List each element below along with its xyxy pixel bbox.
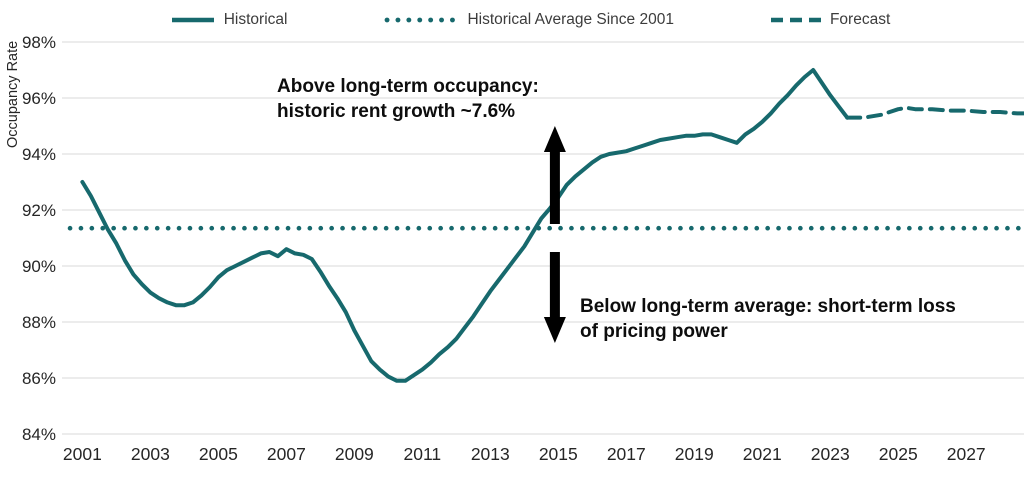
y-tick-label: 86% bbox=[22, 369, 56, 388]
forecast-dashed-line-icon bbox=[770, 17, 821, 23]
x-tick-label: 2001 bbox=[63, 444, 102, 464]
y-tick-label: 94% bbox=[22, 145, 56, 164]
legend-item-forecast: Forecast bbox=[770, 11, 890, 29]
x-tick-label: 2019 bbox=[675, 444, 714, 464]
x-tick-label: 2005 bbox=[199, 444, 238, 464]
legend-label-historical: Historical bbox=[223, 11, 288, 28]
legend-item-historical: Historical bbox=[170, 11, 288, 29]
forecast-line bbox=[845, 105, 1024, 120]
y-tick-label: 98% bbox=[22, 33, 56, 52]
historical-average-dotted-line-icon bbox=[385, 17, 460, 23]
historical-solid-line-icon bbox=[171, 17, 214, 23]
y-tick-label: 88% bbox=[22, 313, 56, 332]
x-tick-label: 2027 bbox=[947, 444, 986, 464]
y-axis-title: Occupancy Rate bbox=[5, 40, 21, 148]
x-tick-label: 2009 bbox=[335, 444, 374, 464]
legend: Historical Historical Average Since 2001… bbox=[60, 8, 1000, 32]
up-arrow bbox=[543, 126, 566, 224]
y-tick-label: 90% bbox=[22, 257, 56, 276]
x-tick-label: 2023 bbox=[811, 444, 850, 464]
y-tick-label: 92% bbox=[22, 201, 56, 220]
x-tick-label: 2025 bbox=[879, 444, 918, 464]
legend-label-forecast: Forecast bbox=[829, 11, 891, 28]
down-arrow bbox=[543, 252, 566, 343]
x-tick-label: 2003 bbox=[131, 444, 170, 464]
historical-line bbox=[80, 68, 850, 383]
x-tick-label: 2013 bbox=[471, 444, 510, 464]
annotation-above-long-term: Above long-term occupancy: historic rent… bbox=[277, 76, 539, 122]
x-tick-label: 2017 bbox=[607, 444, 646, 464]
x-tick-label: 2011 bbox=[404, 444, 442, 464]
x-tick-label: 2007 bbox=[267, 444, 306, 464]
x-tick-label: 2021 bbox=[743, 444, 782, 464]
annotation-below-long-term: Below long-term average: short-term loss… bbox=[580, 296, 956, 342]
x-tick-label: 2015 bbox=[539, 444, 578, 464]
y-tick-label: 96% bbox=[22, 89, 56, 108]
y-tick-label: 84% bbox=[22, 425, 56, 444]
legend-label-historical-average: Historical Average Since 2001 bbox=[467, 11, 674, 28]
legend-item-historical-average: Historical Average Since 2001 bbox=[383, 11, 674, 29]
